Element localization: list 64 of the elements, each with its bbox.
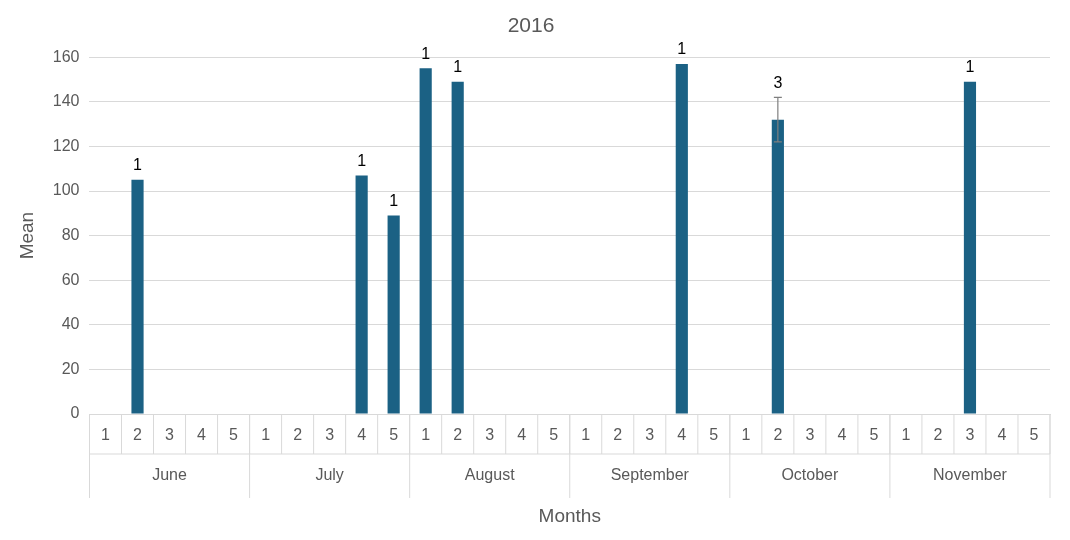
x-tick-label: 3 — [485, 426, 495, 444]
text: November — [933, 466, 1008, 484]
x-tick-label: 1 — [101, 426, 111, 444]
text: August — [464, 466, 516, 484]
x-tick-label: 2 — [613, 426, 623, 444]
annotation: 1 — [357, 151, 367, 169]
text: June — [152, 466, 187, 484]
x-tick-label: 4 — [197, 426, 207, 444]
bar — [131, 179, 144, 414]
chart-title: 2016 — [507, 13, 555, 37]
x-tick-label: 5 — [709, 426, 719, 444]
y-tick-label: 0 — [70, 404, 80, 422]
x-axis-title: Months — [538, 504, 601, 526]
x-tick-label: 2 — [133, 426, 143, 444]
annotation: 1 — [965, 58, 975, 76]
x-tick-label: 2 — [453, 426, 463, 444]
annotation: 1 — [133, 156, 143, 174]
x-tick-label: 4 — [837, 426, 847, 444]
x-tick-label: 3 — [965, 426, 975, 444]
x-tick-label: 1 — [581, 426, 591, 444]
annotation: 3 — [773, 73, 783, 91]
text: October — [781, 466, 839, 484]
x-tick-label: 4 — [517, 426, 527, 444]
x-tick-label: 1 — [901, 426, 911, 444]
x-tick-label: 1 — [261, 426, 271, 444]
text: July — [315, 466, 344, 484]
y-tick-label: 120 — [52, 136, 80, 154]
x-tick-label: 3 — [165, 426, 175, 444]
bar — [771, 119, 784, 414]
bar — [387, 215, 400, 414]
x-tick-label: 2 — [293, 426, 303, 444]
x-tick-label: 1 — [741, 426, 751, 444]
bar — [419, 68, 432, 414]
x-tick-label: 5 — [229, 426, 239, 444]
x-tick-label: 3 — [805, 426, 815, 444]
x-tick-label: 4 — [997, 426, 1007, 444]
y-axis-title: Mean — [15, 211, 37, 260]
y-tick-label: 160 — [52, 47, 80, 65]
y-tick-label: 40 — [61, 315, 80, 333]
annotation: 1 — [389, 191, 399, 209]
x-tick-label: 4 — [677, 426, 687, 444]
x-tick-label: 4 — [357, 426, 367, 444]
text: September — [610, 466, 690, 484]
annotation: 1 — [421, 44, 431, 62]
x-tick-label: 5 — [549, 426, 559, 444]
bar — [451, 81, 464, 414]
y-tick-label: 60 — [61, 270, 80, 288]
annotation: 1 — [677, 40, 687, 58]
x-tick-label: 5 — [389, 426, 399, 444]
y-tick-label: 80 — [61, 226, 80, 244]
x-tick-label: 5 — [1029, 426, 1039, 444]
bar — [675, 63, 688, 414]
bar — [963, 81, 977, 414]
bar — [355, 175, 368, 414]
x-tick-label: 5 — [869, 426, 879, 444]
y-tick-label: 140 — [52, 92, 80, 110]
y-tick-label: 20 — [61, 359, 80, 377]
y-tick-label: 100 — [52, 181, 80, 199]
x-tick-label: 3 — [645, 426, 655, 444]
annotation: 1 — [453, 58, 463, 76]
x-tick-label: 2 — [933, 426, 943, 444]
x-tick-label: 3 — [325, 426, 335, 444]
x-tick-label: 2 — [773, 426, 783, 444]
x-tick-label: 1 — [421, 426, 431, 444]
